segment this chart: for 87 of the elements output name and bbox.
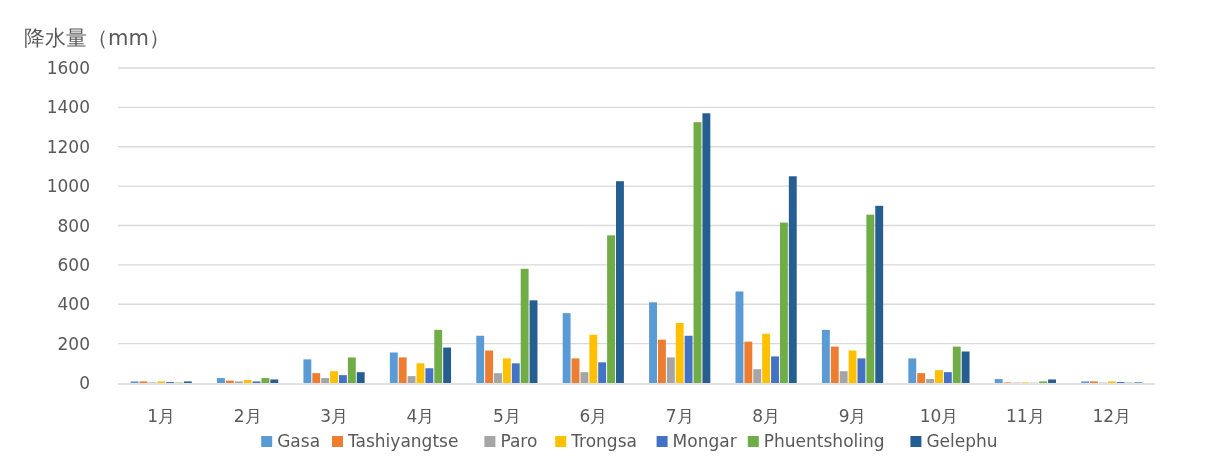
bar [788,176,797,383]
bar [243,380,252,383]
y-tick-label: 1000 [46,176,90,197]
bar [616,181,624,383]
bar [330,371,338,383]
x-tick-label: 11月 [1006,406,1045,426]
bar [839,371,848,383]
bar [443,347,452,383]
bar [434,329,443,383]
x-tick-label: 4月 [406,406,435,426]
bar [830,346,839,383]
bar [684,335,693,383]
bar [425,368,434,383]
bar [779,222,788,383]
bar [649,302,657,383]
x-tick-label: 6月 [579,406,608,426]
y-tick-label: 1200 [46,136,90,157]
y-tick-label: 800 [57,215,90,236]
bar [771,356,779,383]
bar [562,313,571,383]
y-tick-label: 600 [57,254,90,275]
bar [607,235,616,383]
legend-label: Gasa [277,431,321,451]
y-tick-label: 400 [57,294,90,315]
bar [1048,379,1056,383]
bar [389,352,398,383]
bar [753,369,762,383]
bar [952,346,961,383]
x-tick-label: 10月 [919,406,959,426]
x-tick-label: 1月 [147,406,176,426]
bar [994,379,1003,383]
bar [580,372,589,383]
bar [821,329,830,383]
bar [321,378,330,383]
bar [657,339,666,383]
x-tick-label: 7月 [665,406,694,426]
x-tick-label: 2月 [233,406,262,426]
bar [598,362,607,383]
bar [494,373,502,383]
bar [303,359,312,383]
x-tick-label: 8月 [752,406,781,426]
bar [908,358,917,383]
x-tick-label: 5月 [492,406,521,426]
bar [270,379,279,383]
bar [416,363,425,383]
bar [356,372,365,383]
bar [571,358,580,383]
bar [943,372,952,383]
legend-label: Phuentsholing [763,431,885,451]
legend-label: Tashiyangtse [347,431,459,451]
bar [666,357,675,383]
bar [675,322,684,383]
bar [312,373,321,383]
bar [702,113,711,383]
legend-label: Trongsa [570,431,637,451]
bar [520,268,529,383]
bar [398,357,407,383]
bar [338,375,347,383]
y-tick-label: 0 [79,373,90,393]
bar [762,333,771,383]
bar [589,334,598,383]
bar [347,357,356,383]
y-tick-label: 1600 [46,58,90,78]
bar [217,378,225,383]
bar [261,378,270,383]
bar [502,358,511,383]
bar [926,379,935,383]
bar [857,358,866,383]
x-tick-label: 3月 [320,406,348,426]
bar [875,205,884,383]
bar [961,351,970,383]
bar [407,376,416,383]
bar [935,370,943,383]
x-tick-label: 9月 [838,406,867,426]
bar [866,214,875,383]
legend-label: Gelephu [926,431,998,451]
legend-label: Paro [500,431,538,451]
y-tick-label: 200 [57,333,90,354]
legend-label: Mongar [672,431,737,451]
bar [511,363,520,383]
y-tick-label: 1400 [46,97,90,118]
bar [485,350,494,383]
bar [476,335,485,383]
bar [744,341,753,383]
y-axis-title: 降水量（mm） [24,26,170,50]
bar [917,373,926,383]
x-tick-label: 12月 [1092,406,1132,426]
